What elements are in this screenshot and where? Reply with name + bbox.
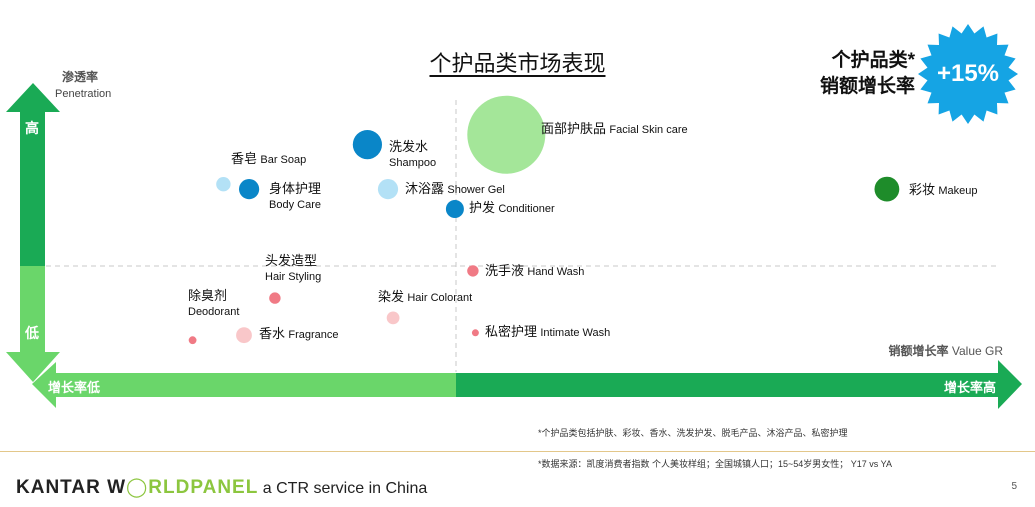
x-axis-arrow-right (456, 360, 1022, 409)
logo-tagline: a CTR service in China (258, 480, 428, 497)
bubble-hair-styling (269, 292, 281, 304)
point-label-makeup: 彩妆 Makeup (909, 182, 978, 199)
point-label-hair-styling: 头发造型 Hair Styling (265, 253, 321, 285)
point-label-cn: 身体护理 (269, 181, 322, 196)
bubble-hand-wash (467, 265, 479, 277)
point-label-en: Conditioner (498, 203, 555, 215)
point-label-intimate-wash: 私密护理 Intimate Wash (485, 324, 610, 341)
point-label-en: Hand Wash (527, 266, 585, 278)
point-label-cn: 私密护理 (485, 324, 538, 339)
point-label-cn: 洗发水 (389, 139, 429, 154)
y-axis-high: 高 (25, 120, 39, 136)
point-label-en: Hair Styling (265, 271, 322, 283)
point-label-en: Intimate Wash (540, 327, 611, 339)
bubble-shower-gel (377, 179, 399, 200)
bubble-conditioner (445, 200, 464, 218)
point-label-en: Makeup (938, 185, 978, 197)
point-label-en: Body Care (269, 199, 321, 211)
bubble-facial-skin-care (467, 95, 546, 174)
point-label-en: Bar Soap (260, 154, 307, 166)
scope-note: *个护品类包括护肤、彩妆、香水、洗发护发、脱毛产品、沐浴产品、私密护理 (538, 428, 848, 438)
point-label-facial-skin-care: 面部护肤品 Facial Skin care (541, 121, 688, 138)
point-label-cn: 护发 (469, 200, 496, 215)
footer-divider (0, 451, 1035, 452)
x-axis-label-en: Value GR (951, 344, 1003, 358)
point-label-en: Shampoo (389, 157, 437, 169)
point-label-conditioner: 护发 Conditioner (469, 200, 555, 217)
point-label-shampoo: 洗发水 Shampoo (389, 139, 436, 171)
bubble-fragrance (236, 327, 252, 344)
x-axis-arrow-left (32, 362, 456, 408)
y-axis-arrow-down (6, 266, 60, 382)
point-label-cn: 除臭剂 (188, 288, 228, 303)
x-axis-high: 增长率高 (944, 380, 997, 395)
point-label-cn: 香皂 (231, 151, 258, 166)
point-label-cn: 沐浴露 (405, 181, 445, 196)
kantar-logo: KANTAR W◯RLDPANEL a CTR service in China (16, 476, 427, 499)
point-label-en: Shower Gel (447, 184, 505, 196)
stat-label-line2: 销额增长率 (819, 76, 915, 97)
x-axis-label: 销额增长率 Value GR (889, 342, 1004, 359)
logo-text-b: RLDPANEL (148, 477, 259, 498)
point-label-en: Facial Skin care (609, 124, 688, 136)
source-note: *数据来源：凯度消费者指数 个人美妆样组；全国城镇人口；15~54岁男女性； Y… (538, 459, 892, 469)
page-number: 5 (1011, 481, 1017, 492)
bubble-hair-colorant (386, 311, 400, 325)
point-label-cn: 彩妆 (909, 182, 936, 197)
point-label-fragrance: 香水 Fragrance (259, 326, 339, 343)
stat-value: +15% (936, 60, 1000, 87)
logo-text-a: KANTAR W (16, 477, 127, 498)
stat-label-line1: 个护品类* (831, 50, 915, 71)
starburst-badge (918, 24, 1018, 124)
point-label-cn: 头发造型 (265, 253, 318, 268)
x-axis-label-cn: 销额增长率 (888, 344, 949, 358)
point-label-body-care: 身体护理 Body Care (269, 181, 321, 213)
chart-title: 个护品类市场表现 (429, 51, 606, 76)
y-axis-low: 低 (25, 325, 39, 341)
point-label-en: Fragrance (288, 329, 339, 341)
y-axis-label-cn: 渗透率 (62, 70, 99, 84)
bubble-intimate-wash (471, 329, 479, 337)
y-axis-label-en: Penetration (55, 88, 112, 100)
bubble-bar-soap (216, 177, 231, 192)
bubble-deodorant (188, 336, 197, 345)
point-label-cn: 香水 (259, 326, 286, 341)
y-axis-arrow-up (6, 83, 60, 266)
bubble-body-care (239, 179, 260, 200)
bubble-shampoo (352, 130, 382, 160)
point-label-bar-soap: 香皂 Bar Soap (231, 151, 306, 168)
point-label-hand-wash: 洗手液 Hand Wash (485, 263, 584, 280)
x-axis-low: 增长率低 (48, 380, 101, 395)
point-label-deodorant: 除臭剂 Deodorant (188, 288, 239, 320)
point-label-en: Deodorant (188, 306, 240, 318)
stat-label: 个护品类* 销额增长率 (820, 48, 915, 100)
point-label-hair-colorant: 染发 Hair Colorant (378, 289, 472, 306)
point-label-cn: 染发 (378, 289, 405, 304)
bubble-makeup (874, 176, 900, 202)
point-label-cn: 洗手液 (485, 263, 525, 278)
point-label-cn: 面部护肤品 (541, 121, 607, 136)
point-label-shower-gel: 沐浴露 Shower Gel (405, 181, 505, 198)
logo-ring-icon: ◯ (126, 477, 149, 498)
point-label-en: Hair Colorant (407, 292, 473, 304)
